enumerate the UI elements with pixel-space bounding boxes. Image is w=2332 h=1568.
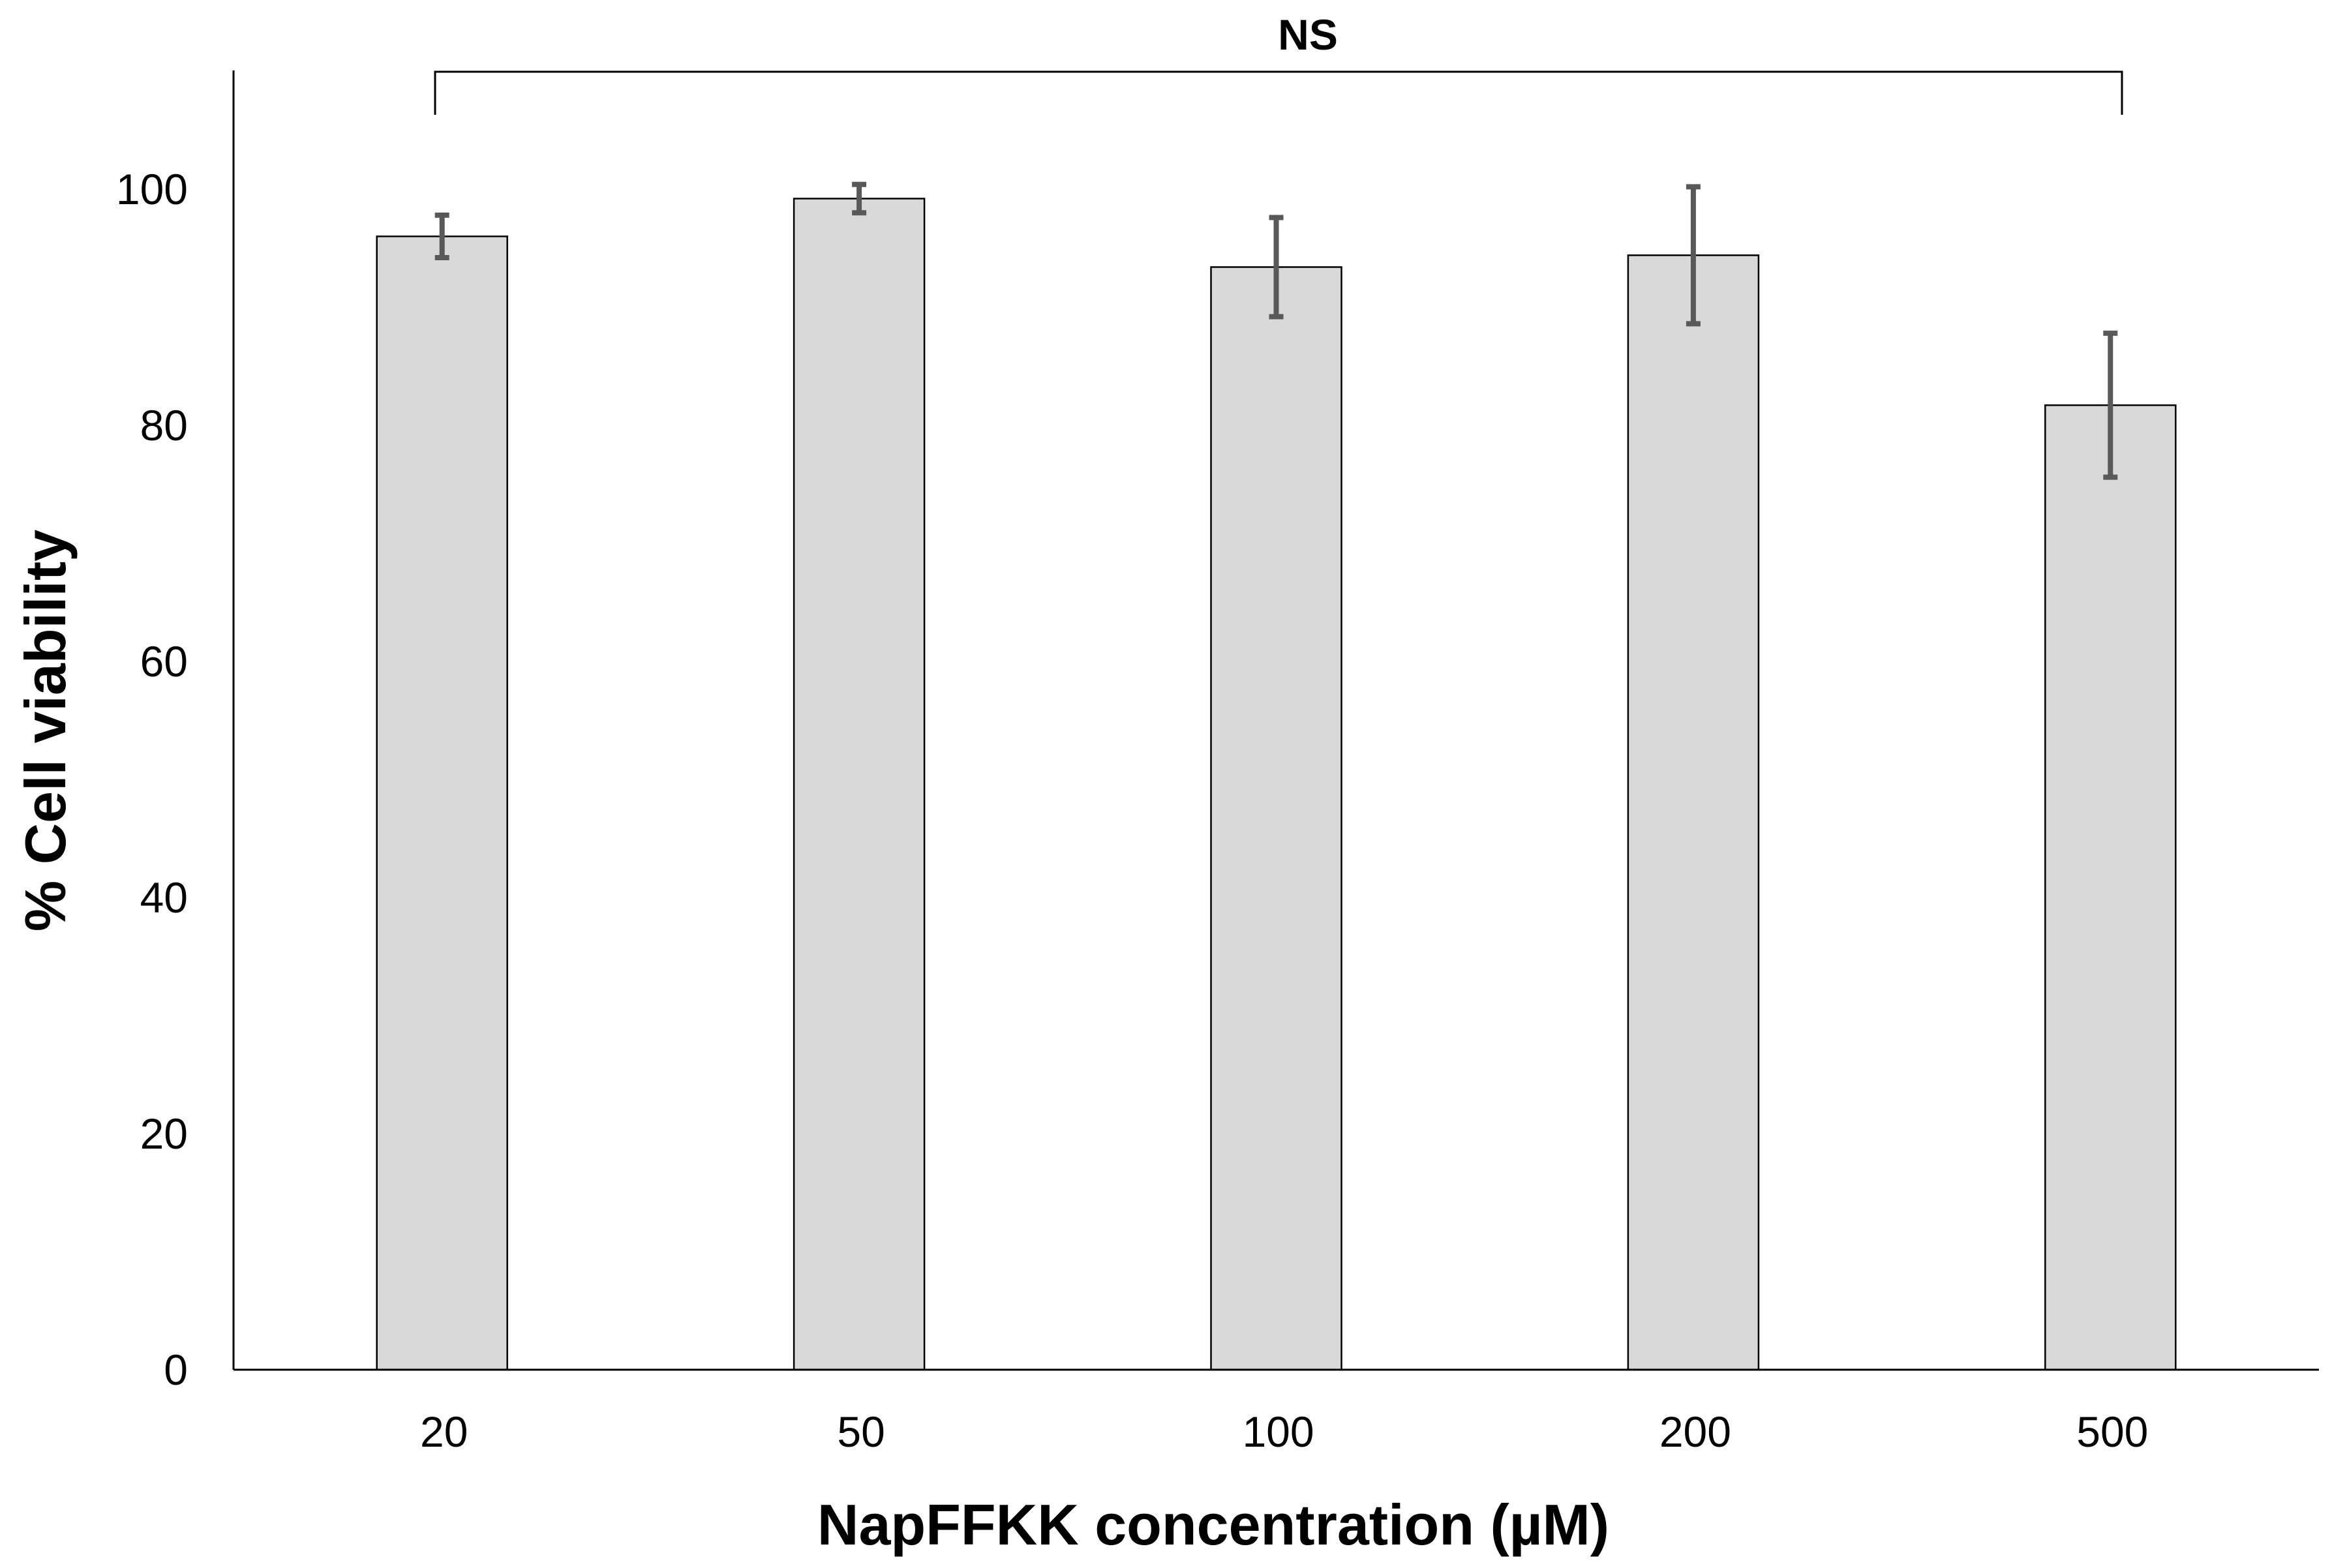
bars-group: [376, 198, 2177, 1371]
significance-label: NS: [1278, 10, 1338, 59]
x-tick-labels-group: 20 50 100 200 500: [420, 1408, 2148, 1456]
axes-group: [232, 70, 2319, 1371]
error-bar-200: [1686, 184, 1701, 327]
y-tick-label-40: 40: [140, 873, 188, 922]
bar-100: [1210, 266, 1342, 1371]
y-tick-label-80: 80: [140, 401, 188, 449]
x-tick-label-50: 50: [837, 1408, 885, 1456]
y-tick-label-100: 100: [116, 165, 188, 213]
y-tick-label-0: 0: [164, 1346, 188, 1394]
error-bars-group: [434, 181, 2118, 480]
error-bar-500: [2103, 330, 2118, 480]
significance-bracket: [434, 70, 2123, 115]
x-tick-label-200: 200: [1659, 1408, 1731, 1456]
y-axis-title: % Cell viability: [13, 530, 78, 931]
y-tick-label-60: 60: [140, 637, 188, 686]
error-bar-20: [434, 212, 449, 260]
error-bar-50: [852, 181, 867, 216]
significance-annotation: NS: [434, 10, 2123, 115]
x-tick-label-500: 500: [2076, 1408, 2148, 1456]
bar-200: [1627, 254, 1760, 1371]
bar-50: [793, 198, 926, 1371]
x-tick-label-20: 20: [420, 1408, 468, 1456]
error-bar-100: [1269, 215, 1284, 320]
bar-20: [376, 235, 508, 1371]
x-tick-label-100: 100: [1242, 1408, 1314, 1456]
y-tick-labels-group: 0 20 40 60 80 100: [116, 165, 188, 1394]
bar-500: [2044, 404, 2177, 1371]
y-tick-label-20: 20: [140, 1109, 188, 1158]
x-axis-title: NapFFKK concentration (µM): [817, 1492, 1609, 1557]
